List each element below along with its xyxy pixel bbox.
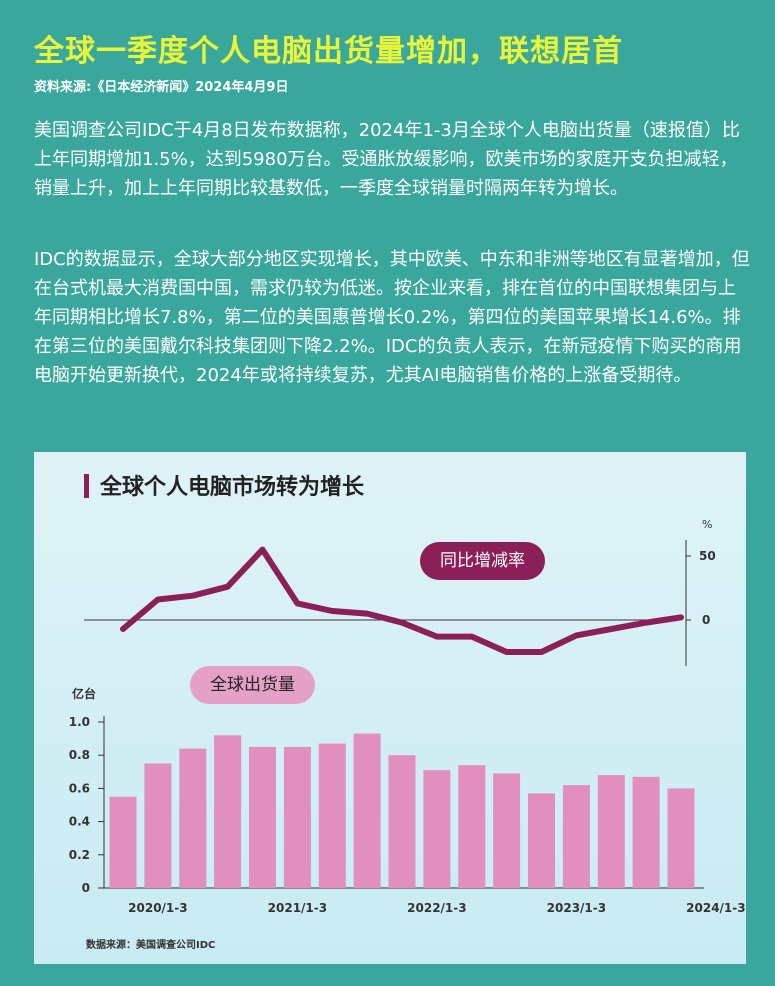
bar-y-tick-label: 0.4 <box>69 815 90 829</box>
shipment-bar <box>249 746 276 888</box>
shipment-bar <box>283 746 311 888</box>
growth-unit: % <box>702 518 712 531</box>
growth-point <box>330 609 334 613</box>
shipment-bar <box>353 733 381 888</box>
growth-point <box>505 650 509 654</box>
growth-line <box>120 546 684 655</box>
chart-title-marker <box>84 474 89 498</box>
growth-point <box>191 594 195 598</box>
shipment-bar <box>318 743 346 888</box>
bar-y-tick-label: 0 <box>82 881 90 895</box>
chart-card: 全球个人电脑市场转为增长 % 50 0 亿台 1.0 0.8 0.6 0.4 0.2 0 2020/… <box>34 452 746 964</box>
shipment-bar <box>144 763 172 888</box>
growth-point <box>679 615 683 619</box>
growth-point <box>540 650 543 654</box>
chart-svg: % 50 0 亿台 1.0 0.8 0.6 0.4 0.2 0 2020/1-3 2021/1-3 20… <box>69 518 746 915</box>
shipment-bar <box>423 770 451 888</box>
bar-y-tick-label: 1.0 <box>69 715 90 729</box>
growth-point <box>574 633 578 637</box>
growth-point <box>435 635 439 639</box>
bar-x-tick-label: 2022/1-3 <box>407 901 466 915</box>
chart-title: 全球个人电脑市场转为增长 <box>100 475 365 500</box>
shipment-bar <box>493 773 521 888</box>
growth-rate-label: 同比增减率 <box>420 542 545 580</box>
growth-point <box>226 585 230 589</box>
growth-point <box>121 627 125 631</box>
shipment-bar <box>109 796 137 888</box>
shipment-bar <box>667 788 695 888</box>
growth-point <box>400 621 404 625</box>
shipment-bar <box>458 765 486 888</box>
growth-y-tick-label: 50 <box>699 549 716 563</box>
growth-point <box>295 601 299 605</box>
bar-unit: 亿台 <box>72 686 96 701</box>
paragraph-2: IDC的数据显示，全球大部分地区实现增长，其中欧美、中东和非洲等地区有显著增加，… <box>34 249 750 386</box>
growth-point <box>261 548 264 552</box>
growth-point <box>365 612 369 616</box>
source-line: 资料来源:《日本经济新闻》2024年4月9日 <box>34 80 289 95</box>
paragraph-1: 美国调查公司IDC于4月8日发布数据称，2024年1-3月全球个人电脑出货量（速… <box>34 120 740 199</box>
shipment-bar <box>632 776 660 888</box>
shipment-bar <box>597 775 625 888</box>
chart-credit: 数据来源：美国调查公司IDC <box>86 940 216 951</box>
shipment-bar <box>528 793 555 888</box>
shipment-bar <box>214 735 242 888</box>
bar-x-tick-label: 2020/1-3 <box>128 901 187 915</box>
bar-x-tick-label: 2024/1-3 <box>686 901 745 915</box>
headline: 全球一季度个人电脑出货量增加，联想居首 <box>34 34 623 69</box>
growth-y-tick-label: 0 <box>702 613 710 627</box>
bar-x-tick-label: 2023/1-3 <box>547 901 606 915</box>
growth-point <box>644 621 648 625</box>
shipments-label: 全球出货量 <box>190 666 315 704</box>
shipment-bar <box>388 755 416 888</box>
bar-y-tick-label: 0.2 <box>69 848 90 862</box>
bar-x-tick-label: 2021/1-3 <box>268 901 327 915</box>
growth-point <box>609 627 613 631</box>
bar-y-tick-label: 0.6 <box>69 781 90 795</box>
shipment-bar <box>562 785 590 888</box>
shipment-bar <box>179 748 207 888</box>
growth-point <box>156 598 160 602</box>
bar-y-tick-label: 0.8 <box>69 748 90 762</box>
growth-point <box>470 635 474 639</box>
